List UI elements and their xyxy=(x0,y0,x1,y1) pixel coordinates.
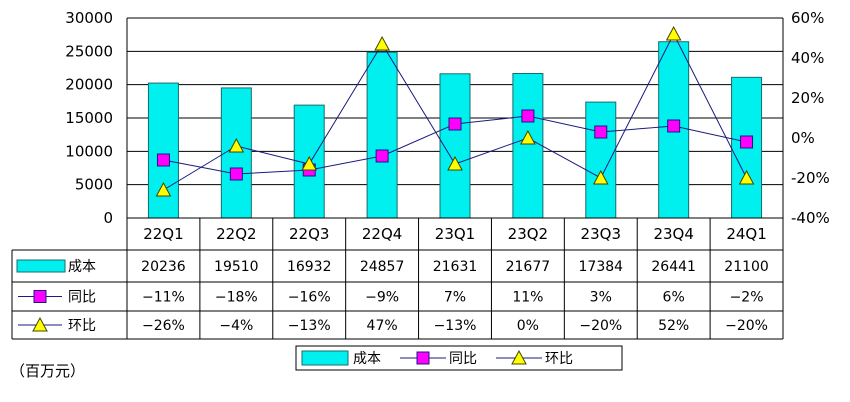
qoq-value: −20% xyxy=(579,318,622,334)
x-tick-label: 23Q4 xyxy=(653,225,693,243)
yoy-value: 3% xyxy=(590,290,612,306)
y-left-tick-label: 15000 xyxy=(65,109,113,127)
yoy-value: −9% xyxy=(365,290,399,306)
x-tick-label: 22Q3 xyxy=(289,225,329,243)
yoy-point-22Q1 xyxy=(156,153,170,167)
unit-note: （百万元） xyxy=(10,362,85,380)
legend-label-qoq: 环比 xyxy=(545,351,573,367)
bar-22Q1 xyxy=(147,82,179,219)
qoq-point-22Q3 xyxy=(301,155,318,171)
yoy-value: 6% xyxy=(663,290,685,306)
yoy-point-22Q4 xyxy=(375,149,389,163)
qoq-point-24Q1 xyxy=(738,169,755,185)
row-label-cost: 成本 xyxy=(68,259,96,275)
y-left-tick-label: 20000 xyxy=(65,76,113,94)
cost-value: 17384 xyxy=(579,259,624,275)
y-left-tick-label: 10000 xyxy=(65,142,113,160)
qoq-point-23Q4 xyxy=(665,25,682,41)
yoy-value: −18% xyxy=(215,290,258,306)
row-key-yoy-marker xyxy=(33,290,47,303)
row-label-yoy: 同比 xyxy=(68,290,96,306)
legend-key-cost xyxy=(301,350,349,366)
plot-axes xyxy=(126,18,784,218)
cost-value: 16932 xyxy=(287,259,332,275)
y-right-tick-label: -20% xyxy=(791,169,830,187)
legend-key-qoq-marker xyxy=(511,349,527,365)
yoy-point-23Q3 xyxy=(594,125,608,139)
bar-22Q4 xyxy=(366,51,398,219)
legend-box xyxy=(295,345,623,371)
bar-22Q2 xyxy=(220,87,252,219)
line-series xyxy=(155,25,755,197)
yoy-value: −11% xyxy=(142,290,185,306)
legend-label-cost: 成本 xyxy=(353,351,381,367)
qoq-value: −26% xyxy=(142,318,185,334)
y-left-tick-label: 30000 xyxy=(65,9,113,27)
yoy-value: 7% xyxy=(444,290,466,306)
bar-23Q2 xyxy=(512,72,544,219)
qoq-value: −13% xyxy=(288,318,331,334)
qoq-point-22Q2 xyxy=(228,137,245,153)
cost-value: 19510 xyxy=(214,259,259,275)
x-tick-label: 23Q1 xyxy=(435,225,475,243)
qoq-value: 47% xyxy=(367,318,398,334)
cost-value: 21677 xyxy=(506,259,551,275)
qoq-value: −20% xyxy=(725,318,768,334)
qoq-point-23Q3 xyxy=(592,169,609,185)
y-right-tick-label: 60% xyxy=(791,9,824,27)
row-key-qoq-marker xyxy=(32,316,48,332)
y-right-tick-label: 20% xyxy=(791,89,824,107)
legend-label-yoy: 同比 xyxy=(449,351,477,367)
yoy-point-24Q1 xyxy=(740,135,754,149)
qoq-value: 52% xyxy=(658,318,689,334)
legend: 成本 同比 环比 xyxy=(295,345,623,371)
bar-23Q1 xyxy=(439,73,471,219)
y-right-tick-label: 0% xyxy=(791,129,815,147)
data-table: 22Q1 20236 −11% −26% 22Q2 19510 −18% −4% 22Q3 169… xyxy=(11,217,784,340)
qoq-value: −4% xyxy=(219,318,253,334)
legend-key-yoy-marker xyxy=(416,351,430,365)
axis-ticks: 0 5000 10000 15000 20000 25000 30000 -40% -20% 0%… xyxy=(65,9,829,227)
x-tick-label: 22Q4 xyxy=(362,225,402,243)
qoq-value: −13% xyxy=(434,318,477,334)
qoq-value: 0% xyxy=(517,318,539,334)
y-right-tick-label: -40% xyxy=(791,209,830,227)
bar-23Q3 xyxy=(585,101,617,219)
y-left-tick-label: 5000 xyxy=(75,176,113,194)
x-tick-label: 24Q1 xyxy=(726,225,766,243)
cost-value: 24857 xyxy=(360,259,405,275)
yoy-value: −2% xyxy=(730,290,764,306)
yoy-value: −16% xyxy=(288,290,331,306)
yoy-point-23Q1 xyxy=(448,117,462,131)
y-left-tick-label: 0 xyxy=(103,209,113,227)
cost-value: 21631 xyxy=(433,259,478,275)
qoq-point-23Q1 xyxy=(447,155,463,171)
row-key-cost xyxy=(16,259,66,273)
x-tick-label: 22Q1 xyxy=(143,225,183,243)
x-tick-label: 22Q2 xyxy=(216,225,256,243)
y-left-tick-label: 25000 xyxy=(65,42,113,60)
yoy-point-22Q2 xyxy=(229,167,243,181)
cost-value: 20236 xyxy=(141,259,186,275)
yoy-point-23Q4 xyxy=(667,119,681,133)
qoq-point-22Q4 xyxy=(374,35,390,51)
row-label-qoq: 环比 xyxy=(68,318,96,334)
qoq-point-23Q2 xyxy=(520,129,536,145)
qoq-point-22Q1 xyxy=(155,181,172,197)
yoy-point-23Q2 xyxy=(521,109,535,123)
cost-value: 21100 xyxy=(724,259,769,275)
x-tick-label: 23Q3 xyxy=(581,225,621,243)
cost-value: 26441 xyxy=(651,259,696,275)
y-right-tick-label: 40% xyxy=(791,49,824,67)
yoy-value: 11% xyxy=(512,290,543,306)
x-tick-label: 23Q2 xyxy=(508,225,548,243)
